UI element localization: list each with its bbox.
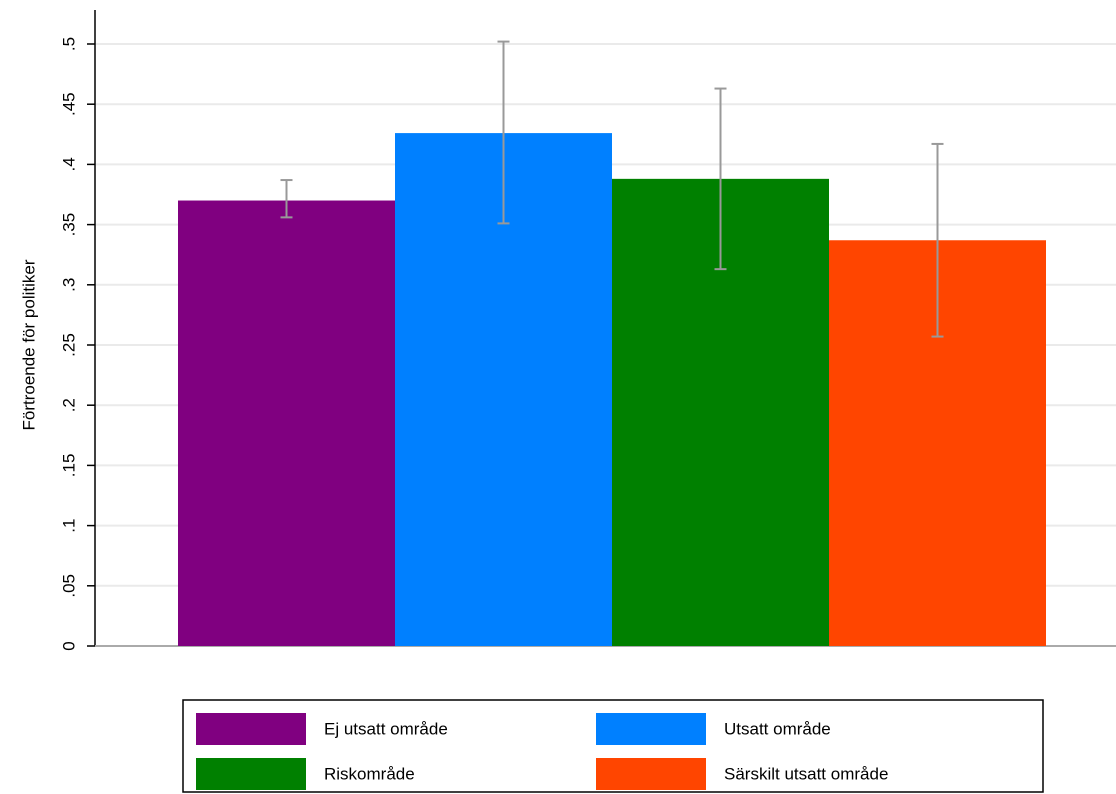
y-tick-label: .5 xyxy=(59,37,78,51)
legend-swatch xyxy=(596,713,706,745)
legend-swatch xyxy=(596,758,706,790)
error-bar xyxy=(280,179,293,219)
legend-swatch xyxy=(196,713,306,745)
y-tick-label: 0 xyxy=(59,641,78,650)
y-tick-label: .2 xyxy=(59,398,78,412)
y-tick-label: .3 xyxy=(59,278,78,292)
legend-swatch xyxy=(196,758,306,790)
legend-label: Riskområde xyxy=(324,764,415,783)
legend-label: Särskilt utsatt område xyxy=(724,764,888,783)
y-tick-label: .05 xyxy=(59,574,78,598)
y-tick-label: .1 xyxy=(59,519,78,533)
y-tick-label: .45 xyxy=(59,92,78,116)
legend-label: Ej utsatt område xyxy=(324,719,448,738)
y-tick-label: .15 xyxy=(59,454,78,478)
bar xyxy=(178,200,395,646)
y-tick-label: .25 xyxy=(59,333,78,357)
y-tick-label: .35 xyxy=(59,213,78,237)
error-bar xyxy=(497,40,510,225)
y-tick-label: .4 xyxy=(59,157,78,171)
legend-label: Utsatt område xyxy=(724,719,831,738)
error-bar xyxy=(714,87,727,271)
y-axis-title: Förtroende för politiker xyxy=(19,259,38,430)
error-bar xyxy=(931,142,944,338)
